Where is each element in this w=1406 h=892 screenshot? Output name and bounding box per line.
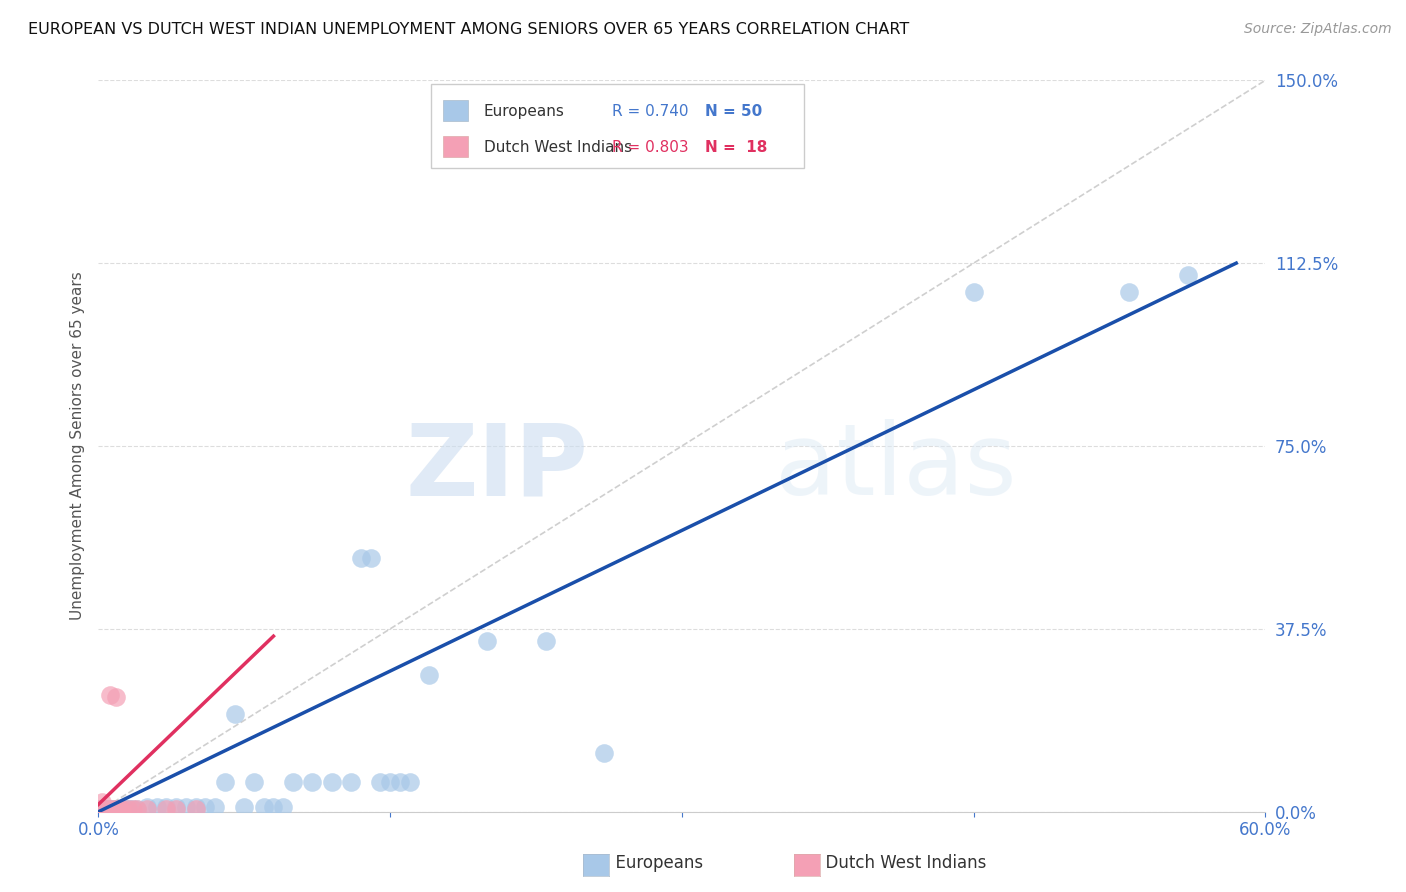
- Point: [97, 802, 120, 816]
- Text: Dutch West Indians: Dutch West Indians: [484, 140, 631, 155]
- Text: Source: ZipAtlas.com: Source: ZipAtlas.com: [1244, 22, 1392, 37]
- Point: [477, 634, 499, 648]
- Point: [243, 775, 266, 789]
- Point: [127, 802, 149, 816]
- Point: [122, 802, 145, 816]
- Point: [103, 802, 125, 816]
- Point: [146, 800, 169, 814]
- Point: [165, 802, 187, 816]
- Text: R = 0.803: R = 0.803: [612, 140, 689, 155]
- Point: [165, 800, 187, 814]
- Point: [155, 802, 177, 816]
- Text: ZIP: ZIP: [406, 419, 589, 516]
- Point: [101, 802, 124, 816]
- Point: [962, 285, 984, 300]
- Point: [117, 802, 139, 816]
- Point: [204, 800, 226, 814]
- Text: atlas: atlas: [775, 419, 1017, 516]
- Point: [534, 634, 557, 648]
- FancyBboxPatch shape: [443, 136, 468, 157]
- Point: [103, 802, 125, 816]
- Point: [97, 802, 120, 816]
- Point: [253, 800, 276, 814]
- Text: N = 50: N = 50: [706, 103, 762, 119]
- Point: [111, 802, 134, 816]
- Point: [388, 775, 411, 789]
- FancyBboxPatch shape: [432, 84, 804, 168]
- Point: [301, 775, 323, 789]
- Point: [101, 802, 124, 816]
- Point: [96, 802, 118, 816]
- Point: [174, 800, 197, 814]
- Point: [111, 802, 134, 816]
- Point: [136, 800, 159, 814]
- Point: [281, 775, 304, 789]
- Point: [155, 800, 177, 814]
- Point: [271, 800, 294, 814]
- Point: [93, 802, 115, 816]
- Point: [340, 775, 363, 789]
- Point: [107, 802, 129, 816]
- Text: Europeans: Europeans: [484, 103, 564, 119]
- Point: [98, 802, 121, 816]
- Point: [91, 802, 114, 816]
- Point: [89, 802, 111, 816]
- Point: [360, 551, 382, 566]
- Point: [122, 802, 145, 816]
- Text: R = 0.740: R = 0.740: [612, 103, 689, 119]
- Point: [98, 688, 121, 702]
- FancyBboxPatch shape: [443, 100, 468, 120]
- Point: [370, 775, 392, 789]
- Text: Dutch West Indians: Dutch West Indians: [815, 855, 987, 872]
- Point: [117, 802, 139, 816]
- Point: [378, 775, 402, 789]
- Point: [233, 800, 256, 814]
- Point: [1177, 268, 1199, 283]
- Text: N =  18: N = 18: [706, 140, 768, 155]
- Point: [104, 690, 127, 705]
- Point: [350, 551, 373, 566]
- Point: [262, 800, 284, 814]
- Point: [91, 795, 114, 809]
- Point: [224, 707, 246, 722]
- Y-axis label: Unemployment Among Seniors over 65 years: Unemployment Among Seniors over 65 years: [69, 272, 84, 620]
- Point: [184, 800, 207, 814]
- Point: [127, 802, 149, 816]
- Point: [89, 802, 111, 816]
- Point: [418, 668, 440, 682]
- Point: [214, 775, 236, 789]
- Point: [107, 802, 129, 816]
- Point: [118, 802, 141, 816]
- Point: [93, 802, 115, 816]
- Text: Europeans: Europeans: [605, 855, 703, 872]
- Point: [321, 775, 343, 789]
- Point: [136, 802, 159, 816]
- Point: [194, 800, 217, 814]
- Point: [108, 802, 131, 816]
- Point: [112, 802, 135, 816]
- Point: [593, 746, 616, 760]
- Point: [104, 802, 127, 816]
- Text: EUROPEAN VS DUTCH WEST INDIAN UNEMPLOYMENT AMONG SENIORS OVER 65 YEARS CORRELATI: EUROPEAN VS DUTCH WEST INDIAN UNEMPLOYME…: [28, 22, 910, 37]
- Point: [398, 775, 420, 789]
- Point: [184, 802, 207, 816]
- Point: [114, 802, 136, 816]
- Point: [108, 802, 131, 816]
- Point: [1118, 285, 1140, 300]
